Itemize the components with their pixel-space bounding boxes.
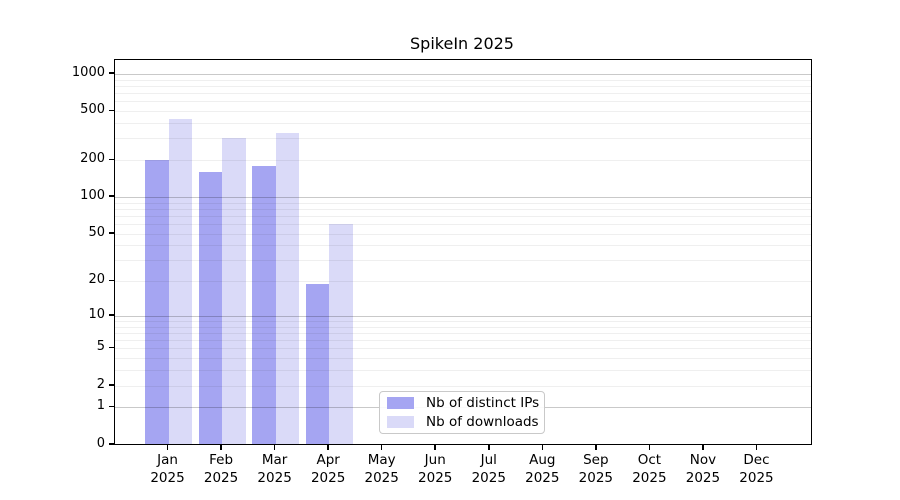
y-tick-label: 0 — [96, 435, 105, 451]
y-tick-50 — [109, 232, 114, 234]
y-tick-5 — [109, 346, 114, 349]
y-tick-0 — [109, 443, 114, 445]
distinct-ips-swatch-icon — [387, 397, 414, 409]
legend-item-downloads: Nb of downloads — [387, 414, 539, 430]
y-tick-20 — [109, 279, 114, 282]
x-tick-label-sep: Sep 2025 — [578, 451, 614, 486]
plot-area — [114, 59, 812, 445]
x-tick-dec — [755, 445, 758, 450]
bar-distinct-ips-mar — [252, 165, 276, 445]
x-tick-mar — [273, 445, 276, 450]
x-tick-label-dec: Dec 2025 — [739, 451, 774, 486]
y-tick-label: 10 — [88, 306, 105, 322]
y-tick-1000 — [109, 72, 114, 74]
y-tick-label: 500 — [80, 102, 105, 118]
x-tick-sep — [595, 445, 597, 450]
bar-downloads-feb — [222, 138, 246, 445]
x-tick-label-jan: Jan 2025 — [150, 451, 185, 486]
y-tick-label: 100 — [80, 187, 105, 203]
bar-downloads-jan — [168, 118, 193, 445]
downloads-swatch-icon — [387, 416, 414, 428]
x-tick-aug — [541, 445, 544, 450]
legend-label: Nb of downloads — [426, 414, 539, 430]
bar-distinct-ips-feb — [198, 171, 223, 445]
y-tick-1 — [109, 405, 114, 408]
bar-distinct-ips-apr — [305, 283, 330, 445]
legend-label: Nb of distinct IPs — [426, 395, 540, 411]
x-tick-jun — [434, 445, 436, 450]
x-tick-feb — [220, 445, 222, 450]
x-tick-label-jul: Jul 2025 — [471, 451, 506, 486]
x-tick-jul — [488, 445, 490, 450]
x-tick-label-nov: Nov 2025 — [685, 451, 721, 486]
x-tick-nov — [702, 445, 704, 450]
y-tick-100 — [109, 195, 114, 197]
x-tick-may — [380, 445, 383, 450]
y-tick-label: 2 — [96, 376, 105, 392]
y-tick-200 — [109, 158, 114, 161]
x-tick-label-mar: Mar 2025 — [257, 451, 292, 486]
chart-title: SpikeIn 2025 — [410, 34, 514, 53]
y-tick-10 — [109, 314, 114, 316]
x-tick-oct — [648, 445, 651, 450]
x-tick-jan — [166, 445, 169, 450]
x-tick-label-jun: Jun 2025 — [418, 451, 453, 486]
legend-item-distinct-ips: Nb of distinct IPs — [387, 395, 540, 411]
x-tick-label-may: May 2025 — [364, 451, 399, 486]
y-tick-label: 200 — [80, 151, 105, 167]
y-tick-label: 50 — [88, 224, 105, 240]
legend: Nb of distinct IPs Nb of downloads — [379, 391, 545, 434]
x-tick-label-oct: Oct 2025 — [632, 451, 667, 486]
bars-layer — [115, 60, 811, 445]
y-tick-2 — [109, 384, 114, 386]
bar-distinct-ips-jan — [145, 160, 169, 445]
x-tick-label-apr: Apr 2025 — [310, 451, 346, 486]
x-tick-label-aug: Aug 2025 — [525, 451, 560, 486]
y-tick-label: 5 — [96, 339, 105, 355]
bar-downloads-mar — [275, 133, 300, 445]
x-tick-apr — [327, 445, 329, 450]
y-tick-label: 1 — [96, 398, 105, 414]
y-tick-label: 1000 — [71, 64, 105, 80]
y-tick-label: 20 — [88, 272, 105, 288]
bar-downloads-apr — [329, 224, 353, 445]
x-tick-label-feb: Feb 2025 — [203, 451, 239, 486]
y-tick-500 — [109, 109, 114, 112]
